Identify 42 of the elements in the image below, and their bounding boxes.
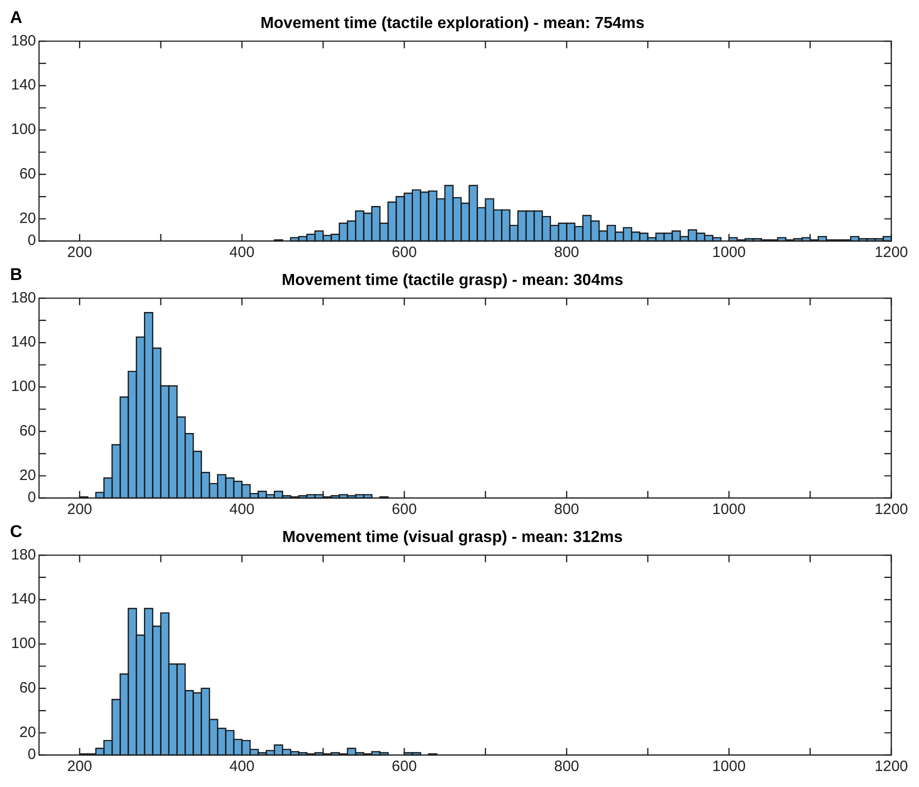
y-tick-label: 20: [19, 466, 36, 484]
x-tick-label: 400: [229, 501, 254, 518]
x-tick-label: 1200: [874, 501, 908, 518]
x-tick-label: 600: [392, 501, 417, 518]
y-tick-label: 140: [10, 590, 36, 608]
x-tick-label: 1000: [712, 244, 746, 262]
x-tick-label: 800: [554, 758, 580, 776]
y-tick-label: 140: [10, 334, 36, 351]
x-tick-label: 200: [67, 244, 92, 262]
x-tick-label: 600: [392, 758, 417, 776]
y-tick-label: 20: [19, 210, 36, 227]
x-tick-label: 400: [229, 244, 254, 262]
chart-title: Movement time (visual grasp) - mean: 312ms: [282, 529, 623, 546]
x-tick-label: 1000: [712, 501, 746, 518]
text: B: [10, 265, 22, 284]
y-tick-label: 140: [10, 76, 36, 94]
y-tick-label: 100: [10, 121, 36, 138]
y-tick-label: 180: [10, 546, 36, 564]
y-tick-label: 20: [19, 724, 36, 741]
y-tick-label: 100: [10, 635, 36, 652]
x-tick-label: 800: [554, 501, 580, 518]
text: A: [10, 8, 22, 28]
y-tick-label: 180: [10, 32, 36, 50]
y-tick-label: 60: [19, 166, 36, 183]
chart-title: Movement time (tactile grasp) - mean: 304ms: [282, 272, 624, 290]
text: C: [10, 522, 22, 542]
y-tick-label: 60: [19, 680, 36, 697]
y-tick-label: 100: [10, 378, 36, 396]
x-tick-label: 1200: [874, 244, 908, 262]
x-tick-label: 600: [392, 244, 417, 262]
x-tick-label: 400: [229, 758, 254, 776]
x-tick-label: 1000: [712, 758, 746, 776]
y-tick-label: 0: [28, 489, 36, 506]
chart-title: Movement time (tactile exploration) - mean: 754ms: [260, 15, 645, 32]
y-tick-label: 0: [28, 232, 36, 250]
y-tick-label: 180: [10, 289, 36, 306]
x-tick-label: 200: [67, 758, 92, 776]
x-tick-label: 800: [554, 244, 580, 262]
y-tick-label: 0: [28, 746, 36, 764]
y-tick-label: 60: [19, 422, 36, 440]
x-tick-label: 200: [67, 501, 92, 518]
x-tick-label: 1200: [874, 758, 908, 776]
